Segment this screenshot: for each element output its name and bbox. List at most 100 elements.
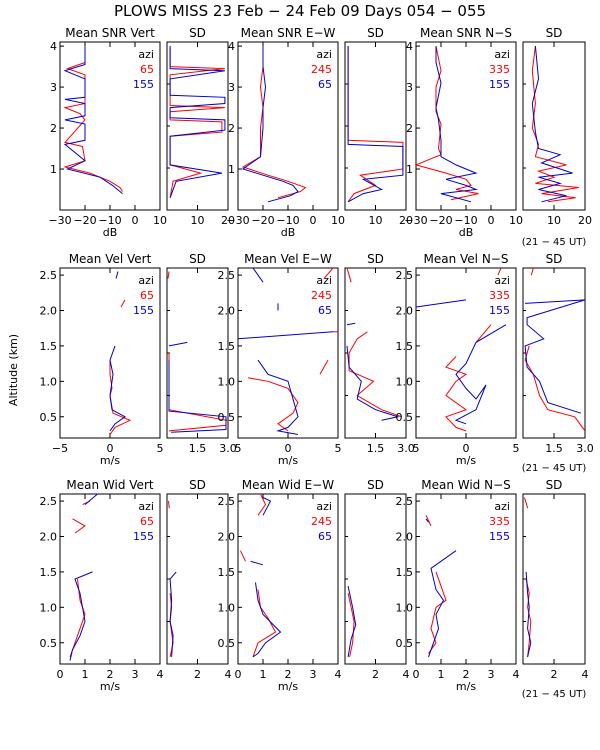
x-tick-label: 10 <box>153 214 167 227</box>
x-tick-label: 1 <box>82 668 89 681</box>
legend-entry-65: 65 <box>318 304 332 317</box>
panel-2-6: 1.5 3.0 SD <box>522 252 594 455</box>
x-axis-label: m/s <box>456 454 476 467</box>
panel-title: Mean Wid N−S <box>421 478 511 492</box>
y-tick-label: 1 <box>228 163 235 176</box>
legend-entry-245: 245 <box>311 515 332 528</box>
x-tick-label: 1 <box>438 668 445 681</box>
series-segment-155 <box>168 341 188 347</box>
series-line-155 <box>109 345 126 432</box>
x-tick-label: 20 <box>221 214 235 227</box>
legend-header: azi <box>316 274 332 287</box>
x-tick-label: 20 <box>399 214 413 227</box>
panel-title: SD <box>367 478 384 492</box>
y-tick-label: 2.5 <box>40 269 58 282</box>
series-segment-65 <box>252 267 264 283</box>
x-tick-label: −20 <box>251 214 274 227</box>
legend-entry-65: 65 <box>140 289 154 302</box>
series-line-335 <box>531 46 579 203</box>
y-tick-label: 1.0 <box>396 601 414 614</box>
x-tick-label: 4 <box>335 668 342 681</box>
x-tick-label: 2 <box>551 668 558 681</box>
panel-title: SD <box>189 26 206 40</box>
series-line-155 <box>435 46 478 203</box>
panel-1-1: −30 −20 −10 0 10 1 2 3 4 Mean SNR Vert dB azi 65 155 <box>48 26 167 239</box>
series-line-155 <box>531 46 573 203</box>
panel-title: SD <box>546 26 563 40</box>
series-segment-155 <box>425 518 429 523</box>
series-line-65 <box>347 46 404 203</box>
y-tick-label: 0.5 <box>218 637 236 650</box>
legend-header: azi <box>138 500 154 513</box>
series-line-155 <box>525 571 532 658</box>
x-tick-label: 4 <box>225 668 232 681</box>
figure-title: PLOWS MISS 23 Feb − 24 Feb 09 Days 054 −… <box>114 2 486 20</box>
legend-entry-155: 155 <box>133 78 154 91</box>
x-tick-label: 0 <box>488 214 495 227</box>
series-line-245 <box>241 46 307 199</box>
legend-entry-65: 65 <box>318 78 332 91</box>
series-line-155 <box>454 324 507 425</box>
x-tick-label: 3 <box>310 668 317 681</box>
panel-1-6: 10 20 SD <box>522 26 592 227</box>
y-tick-label: 4 <box>228 40 235 53</box>
y-tick-label: 0.5 <box>396 411 414 424</box>
y-tick-label: 2 <box>406 122 413 135</box>
panel-3-4: 2 4 SD <box>344 478 410 681</box>
y-tick-label: 0.5 <box>396 637 414 650</box>
x-tick-label: 1.5 <box>189 442 207 455</box>
x-tick-label: 10 <box>547 214 561 227</box>
y-tick-label: 0.5 <box>40 637 58 650</box>
y-tick-label: 2.0 <box>40 305 58 318</box>
legend-header: azi <box>138 274 154 287</box>
panel-title: Mean SNR E−W <box>241 26 336 40</box>
legend-entry-65: 65 <box>318 530 332 543</box>
y-tick-label: 1 <box>406 163 413 176</box>
y-tick-label: 2.0 <box>396 305 414 318</box>
y-tick-label: 1.0 <box>218 601 236 614</box>
x-tick-label: 2 <box>194 668 201 681</box>
x-tick-label: 5 <box>513 442 520 455</box>
x-tick-label: 5 <box>235 442 242 455</box>
x-tick-label: 2 <box>463 668 470 681</box>
panel-2-2: 1.5 3.0 SD <box>166 252 237 455</box>
series-line-65 <box>347 585 357 657</box>
series-line-335 <box>524 345 586 432</box>
series-segment-245 <box>323 267 334 279</box>
x-tick-label: 3.0 <box>576 442 594 455</box>
time-note-row3: (21 − 45 UT) <box>522 689 587 700</box>
legend-entry-65: 65 <box>140 515 154 528</box>
legend-entry-65: 65 <box>140 63 154 76</box>
y-tick-label: 2.5 <box>218 495 236 508</box>
series-segment-65 <box>346 322 356 326</box>
plot-frame <box>522 493 586 665</box>
y-axis-label: Altitude (km) <box>7 334 20 406</box>
panel-title: SD <box>189 252 206 266</box>
series-line-155 <box>168 360 227 433</box>
x-tick-label: −20 <box>73 214 96 227</box>
x-tick-label: −20 <box>429 214 452 227</box>
series-segment-65 <box>262 497 272 516</box>
panel-3-6: 2 4 SD <box>522 478 589 681</box>
series-segment-335 <box>524 497 529 509</box>
x-tick-label: 4 <box>513 668 520 681</box>
panel-title: Mean Vel N−S <box>424 252 509 266</box>
x-tick-label: −10 <box>454 214 477 227</box>
series-segment-245 <box>319 359 329 375</box>
x-axis-label: m/s <box>278 680 298 693</box>
y-tick-label: 1.5 <box>396 566 414 579</box>
panel-1-3: −30 −20 −10 0 10 1 2 3 4 Mean SNR E−W dB azi 245 65 <box>226 26 345 239</box>
series-line-245 <box>348 331 403 418</box>
y-tick-label: 1.0 <box>218 375 236 388</box>
x-tick-label: 3.0 <box>397 442 415 455</box>
series-segment-65 <box>237 331 334 340</box>
panel-2-4: 1.5 3.0 SD <box>344 252 415 455</box>
x-tick-label: −30 <box>226 214 249 227</box>
series-line-155 <box>69 571 93 661</box>
series-line-65 <box>241 46 299 203</box>
series-segment-65 <box>72 518 86 534</box>
series-segment-65 <box>168 501 170 509</box>
panel-title: SD <box>546 478 563 492</box>
series-line-65 <box>169 46 225 198</box>
y-tick-label: 2.5 <box>218 269 236 282</box>
